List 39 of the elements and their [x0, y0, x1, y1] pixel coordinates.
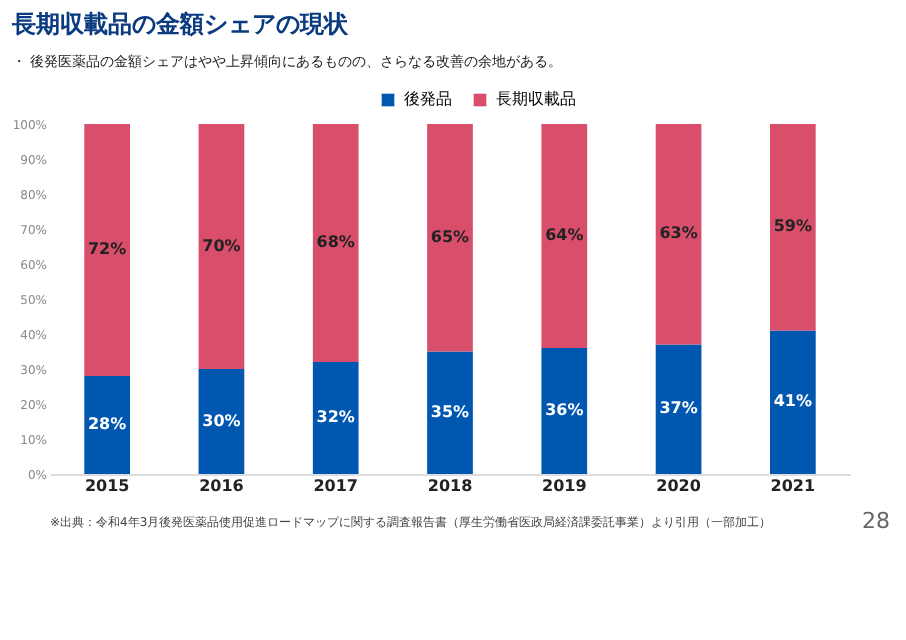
legend-label: 長期収載品 [496, 90, 576, 108]
bar [84, 124, 130, 376]
data-label: 72% [87, 240, 127, 258]
text: 28 [862, 508, 890, 534]
x-tick-label: 2021 [770, 477, 816, 495]
bar [198, 369, 245, 474]
data-label: 37% [659, 399, 698, 418]
x-tick-label: 2016 [199, 477, 245, 495]
x-tick-label: 2017 [313, 477, 358, 495]
data-label: 36% [545, 401, 584, 419]
bar [312, 124, 359, 362]
x-tick-label: 2019 [542, 477, 588, 495]
x-tick-label: 2015 [84, 477, 131, 495]
data-label: 68% [316, 233, 355, 251]
bar [770, 330, 816, 474]
legend-label: 後発品 [404, 90, 452, 108]
bar [655, 344, 702, 474]
bar [427, 351, 473, 474]
data-label: 70% [202, 236, 241, 255]
data-label: 63% [659, 224, 698, 243]
x-tick-label: 2020 [656, 477, 702, 495]
data-label: 28% [87, 415, 127, 433]
bar [84, 376, 130, 474]
data-label: 64% [545, 226, 584, 244]
bar [541, 124, 588, 348]
data-label: 59% [773, 217, 813, 236]
x-tick-label: 2018 [427, 477, 474, 495]
data-label: 41% [773, 392, 813, 411]
bar [770, 124, 816, 331]
chart-title: 長期収載品の金額シェアの現状 [9, 10, 350, 38]
data-label: 32% [316, 408, 355, 426]
data-label: 65% [430, 227, 470, 246]
bar [198, 124, 245, 369]
bar [427, 124, 473, 352]
data-label: 30% [202, 411, 241, 430]
data-label: 35% [430, 402, 470, 421]
bar [312, 362, 359, 474]
bar [655, 124, 702, 345]
bar [541, 348, 588, 474]
